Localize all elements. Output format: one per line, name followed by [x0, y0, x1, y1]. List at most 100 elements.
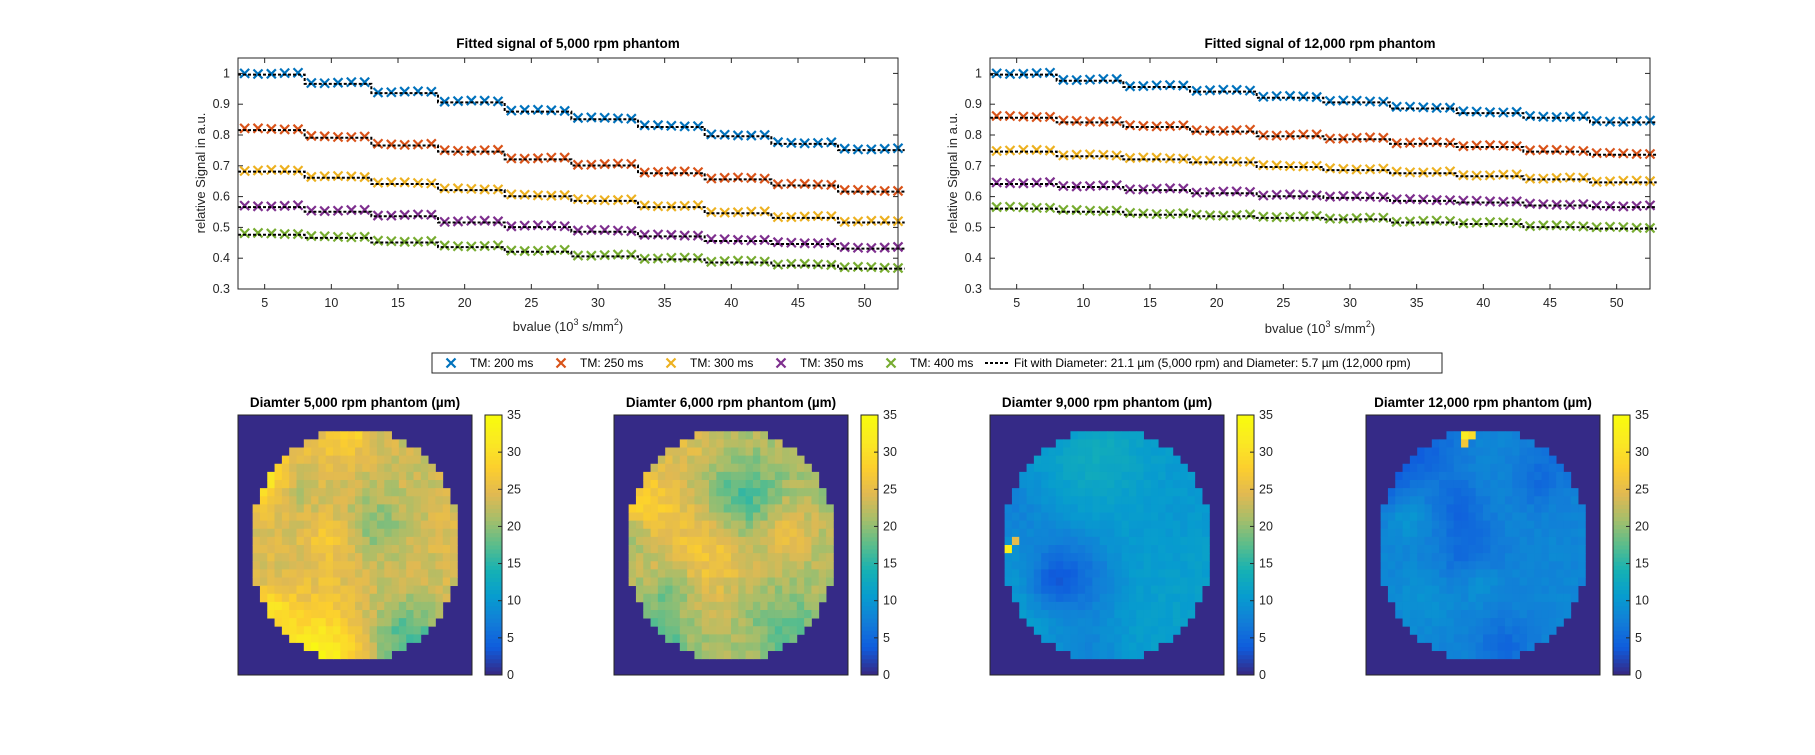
map-pixel [745, 463, 754, 473]
map-pixel [1519, 455, 1528, 465]
map-pixel [1497, 601, 1506, 611]
data-point [1484, 196, 1496, 207]
map-pixel [804, 577, 812, 587]
map-pixel [1417, 626, 1425, 635]
map-pixel [1172, 488, 1181, 497]
map-pixel [1409, 553, 1418, 562]
map-pixel [1526, 520, 1535, 530]
data-point [1018, 68, 1029, 80]
map-pixel [1150, 545, 1159, 554]
data-point [812, 259, 824, 270]
map-pixel [1526, 504, 1535, 513]
map-pixel [731, 626, 739, 635]
map-pixel [1468, 634, 1477, 643]
map-pixel [1387, 488, 1396, 497]
marker-stroke [826, 210, 837, 222]
map-pixel [384, 480, 392, 489]
data-point [639, 120, 650, 131]
map-pixel [420, 488, 429, 497]
data-point [599, 224, 610, 236]
marker-stroke [399, 86, 410, 97]
map-pixel [333, 504, 341, 513]
map-pixel [1556, 577, 1564, 587]
map-pixel [1107, 626, 1115, 635]
marker-stroke [665, 357, 677, 369]
map-pixel [1387, 512, 1396, 522]
map-pixel [723, 528, 732, 538]
map-pixel [826, 561, 834, 570]
colorbar-segment [1613, 496, 1630, 501]
map-pixel [281, 610, 290, 619]
map-pixel [296, 528, 305, 538]
map-pixel [1136, 634, 1144, 643]
map-pixel [1541, 528, 1550, 538]
map-pixel [1070, 577, 1079, 587]
colorbar-segment [1613, 654, 1630, 660]
map-pixel [774, 577, 783, 587]
marker-stroke [866, 242, 877, 254]
map-pixel [1150, 471, 1159, 481]
map-pixel [628, 569, 637, 578]
map-pixel [767, 577, 776, 587]
marker-stroke [1284, 211, 1296, 223]
data-point [559, 152, 570, 163]
map-pixel [752, 593, 761, 603]
map-pixel [413, 601, 422, 611]
map-pixel [1541, 536, 1550, 546]
marker-stroke [399, 209, 410, 221]
data-point [546, 220, 557, 231]
map-pixel [1446, 545, 1455, 554]
map-pixel [1099, 569, 1108, 578]
colorbar-segment [1613, 650, 1630, 656]
map-pixel [1128, 488, 1137, 497]
map-pixel [1114, 593, 1123, 603]
colorbar-segment [1237, 536, 1254, 542]
map-pixel [789, 463, 798, 473]
colorbar-segment [861, 435, 878, 440]
map-frame [989, 414, 1225, 676]
map-pixel [420, 610, 429, 619]
map-pixel [1180, 480, 1188, 489]
map-pixel [362, 471, 371, 481]
map-pixel [1541, 504, 1550, 513]
map-pixel [1077, 601, 1086, 611]
data-point [1164, 183, 1176, 194]
colorbar-tick-label: 35 [1635, 408, 1649, 422]
colorbar-segment [1613, 439, 1630, 444]
chart-title: Fitted signal of 12,000 rpm phantom [1204, 36, 1435, 51]
colorbar-segment [861, 601, 878, 607]
map-pixel [376, 455, 385, 465]
map-pixel [1055, 642, 1064, 652]
map-pixel [1114, 480, 1123, 489]
map-pixel [1114, 496, 1123, 505]
data-point [879, 185, 890, 197]
data-point [399, 86, 410, 97]
map-pixel [325, 626, 334, 635]
map-pixel [1099, 585, 1108, 595]
map-pixel [811, 480, 820, 489]
map-pixel [347, 512, 356, 522]
map-pixel [1526, 585, 1535, 595]
marker-stroke [1551, 172, 1562, 184]
map-pixel [1041, 536, 1049, 546]
map-pixel [355, 536, 363, 546]
map-pixel [435, 545, 444, 554]
fit-line [990, 116, 1657, 156]
fit-line [990, 207, 1657, 230]
map-pixel [318, 471, 327, 481]
map-pixel [318, 626, 327, 635]
map-pixel [1526, 618, 1535, 627]
map-pixel [303, 439, 312, 448]
marker-stroke [719, 255, 730, 267]
map-pixel [289, 471, 297, 481]
map-pixel [1070, 512, 1079, 522]
map-pixel [1497, 536, 1506, 546]
data-point [1524, 198, 1536, 209]
map-pixel [1497, 520, 1506, 530]
map-pixel [450, 504, 458, 513]
map-pixel [1512, 618, 1520, 627]
colorbar-segment [485, 610, 502, 615]
map-pixel [782, 593, 790, 603]
map-pixel [1121, 610, 1130, 619]
data-point [546, 105, 557, 116]
